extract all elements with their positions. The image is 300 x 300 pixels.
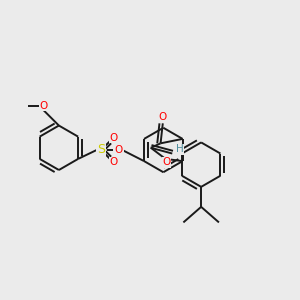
Text: O: O [39, 100, 47, 111]
Text: O: O [109, 133, 118, 143]
Text: S: S [97, 143, 105, 157]
Text: O: O [109, 157, 118, 167]
Text: H: H [176, 144, 184, 154]
Text: O: O [115, 145, 123, 155]
Text: O: O [163, 157, 171, 167]
Text: O: O [159, 112, 167, 122]
